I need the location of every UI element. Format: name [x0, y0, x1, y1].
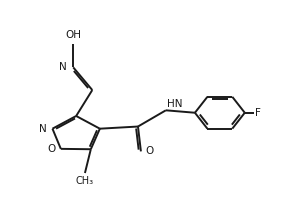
- Text: HN: HN: [167, 99, 183, 109]
- Text: CH₃: CH₃: [76, 176, 94, 186]
- Text: F: F: [255, 108, 261, 118]
- Text: N: N: [39, 124, 47, 134]
- Text: O: O: [145, 146, 154, 156]
- Text: O: O: [47, 144, 56, 154]
- Text: OH: OH: [65, 30, 81, 40]
- Text: N: N: [59, 62, 67, 72]
